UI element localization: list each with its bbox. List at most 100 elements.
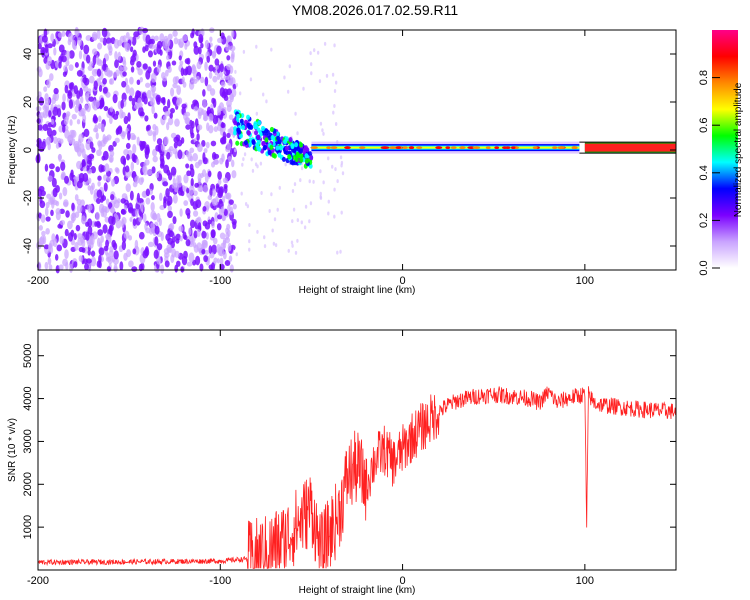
noise-blob — [291, 243, 294, 248]
noise-blob — [160, 143, 166, 152]
noise-blob — [156, 259, 162, 265]
noise-blob — [196, 229, 201, 237]
noise-blob — [77, 233, 83, 240]
noise-blob — [128, 95, 133, 102]
band-blob — [304, 153, 309, 159]
noise-blob — [166, 151, 171, 160]
noise-blob — [174, 264, 179, 273]
noise-blob — [82, 166, 87, 172]
noise-blob — [174, 250, 180, 258]
noise-blob — [85, 54, 91, 64]
noise-blob — [291, 189, 295, 194]
noise-blob — [130, 161, 135, 172]
noise-blob — [79, 87, 83, 98]
noise-blob — [288, 64, 291, 69]
noise-blob — [48, 163, 55, 170]
noise-blob — [138, 263, 144, 272]
band-blob — [246, 114, 251, 120]
noise-blob — [121, 65, 128, 72]
band-peak — [557, 146, 565, 150]
noise-blob — [105, 239, 109, 248]
noise-blob — [70, 229, 75, 237]
noise-blob — [202, 205, 207, 212]
noise-blob — [227, 75, 232, 83]
noise-blob — [86, 165, 90, 171]
noise-blob — [186, 170, 192, 177]
noise-blob — [172, 76, 178, 85]
noise-blob — [74, 176, 78, 187]
noise-blob — [143, 213, 147, 223]
noise-blob — [248, 222, 251, 227]
noise-blob — [45, 227, 50, 235]
noise-blob — [219, 87, 225, 98]
noise-blob — [125, 84, 130, 94]
noise-blob — [220, 206, 225, 214]
noise-blob — [62, 186, 68, 197]
noise-blob — [171, 60, 177, 66]
noise-blob — [103, 174, 108, 181]
noise-blob — [191, 120, 195, 129]
noise-blob — [62, 124, 66, 133]
noise-blob — [181, 255, 188, 266]
noise-blob — [302, 86, 305, 91]
spectrogram-xtick-label: 0 — [400, 275, 406, 287]
colorbar-tick-label: 0.8 — [698, 70, 710, 85]
noise-blob — [172, 194, 178, 204]
noise-blob — [44, 207, 49, 217]
band-blob — [261, 140, 266, 147]
noise-blob — [158, 217, 162, 227]
noise-blob — [223, 95, 229, 102]
noise-blob — [63, 65, 68, 72]
noise-blob — [110, 206, 115, 214]
noise-blob — [47, 257, 52, 266]
noise-blob — [202, 184, 209, 193]
noise-blob — [228, 114, 234, 121]
band-blob — [241, 124, 246, 130]
noise-blob — [77, 237, 83, 246]
noise-blob — [142, 165, 146, 173]
noise-blob — [115, 167, 120, 174]
noise-blob — [128, 260, 134, 268]
noise-blob — [46, 78, 51, 89]
band-blob — [309, 154, 314, 161]
noise-blob — [60, 161, 66, 171]
noise-blob — [186, 187, 190, 194]
spectrogram-ytick-label: 20 — [22, 96, 34, 108]
noise-blob — [270, 47, 273, 52]
noise-blob — [327, 156, 330, 161]
noise-blob — [235, 82, 239, 87]
noise-blob — [184, 116, 190, 125]
noise-blob — [340, 163, 343, 168]
noise-blob — [171, 182, 177, 189]
band-blob — [256, 145, 261, 151]
band-core-inner — [311, 146, 580, 149]
noise-blob — [249, 77, 253, 82]
noise-blob — [95, 211, 100, 221]
noise-blob — [96, 68, 102, 77]
noise-blob — [131, 134, 137, 141]
noise-blob — [93, 80, 98, 91]
noise-blob — [48, 110, 52, 118]
noise-blob — [117, 51, 121, 61]
noise-blob — [164, 260, 170, 268]
noise-blob — [333, 88, 337, 93]
band-blob — [267, 149, 272, 156]
noise-blob — [97, 229, 104, 236]
noise-blob — [85, 231, 90, 241]
noise-blob — [159, 192, 163, 202]
noise-blob — [87, 65, 93, 71]
noise-blob — [142, 63, 148, 70]
noise-blob — [49, 73, 54, 81]
band-blob — [290, 142, 295, 149]
noise-blob — [136, 90, 142, 97]
noise-blob — [199, 186, 203, 193]
noise-blob — [226, 142, 232, 151]
noise-blob — [319, 194, 322, 199]
noise-blob — [44, 163, 49, 172]
noise-blob — [64, 84, 69, 94]
noise-blob — [63, 199, 69, 208]
spectrogram-xtick-label: -200 — [27, 275, 49, 287]
noise-blob — [44, 93, 49, 102]
colorbar-tick-label: 0.6 — [698, 118, 710, 133]
